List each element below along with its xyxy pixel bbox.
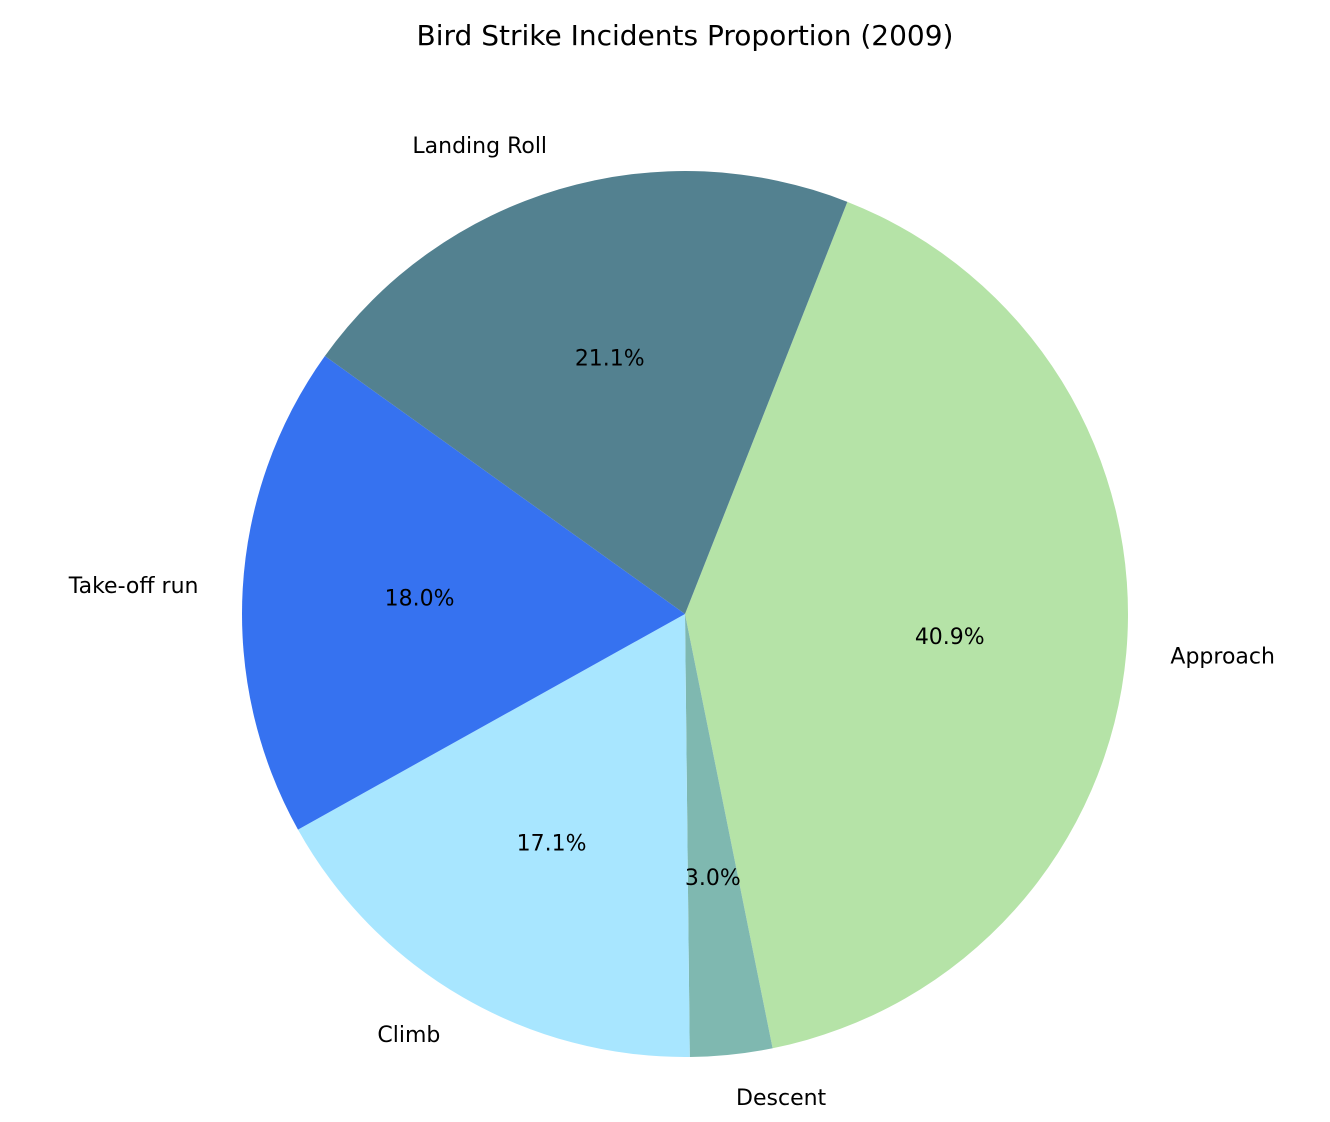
pie-slice-climb (297, 614, 690, 1057)
pie-category-label-take-off-run: Take-off run (68, 574, 199, 599)
pie-pct-label-landing-roll: 21.1% (575, 347, 645, 372)
pie-pct-label-take-off-run: 18.0% (385, 586, 455, 611)
pie-category-label-descent: Descent (736, 1086, 827, 1111)
pie-slice-take-off-run (241, 356, 685, 830)
pie-category-label-approach: Approach (1170, 644, 1275, 669)
pie-slice-approach (685, 201, 1128, 1049)
pie-labels: 40.9% Approach 3.0% Descent 17.1% Climb 18.0% T… (68, 134, 1275, 1111)
pie-category-label-climb: Climb (377, 1023, 440, 1048)
pie-slice-descent (685, 614, 773, 1057)
pie-category-label-landing-roll: Landing Roll (412, 134, 547, 159)
pie-slices (241, 170, 1128, 1057)
pie-pct-label-approach: 40.9% (915, 625, 985, 650)
pie-pct-label-descent: 3.0% (685, 866, 741, 891)
pie-pct-label-climb: 17.1% (517, 831, 587, 856)
chart-title: Bird Strike Incidents Proportion (2009) (417, 19, 954, 52)
pie-slice-landing-roll (324, 170, 848, 614)
